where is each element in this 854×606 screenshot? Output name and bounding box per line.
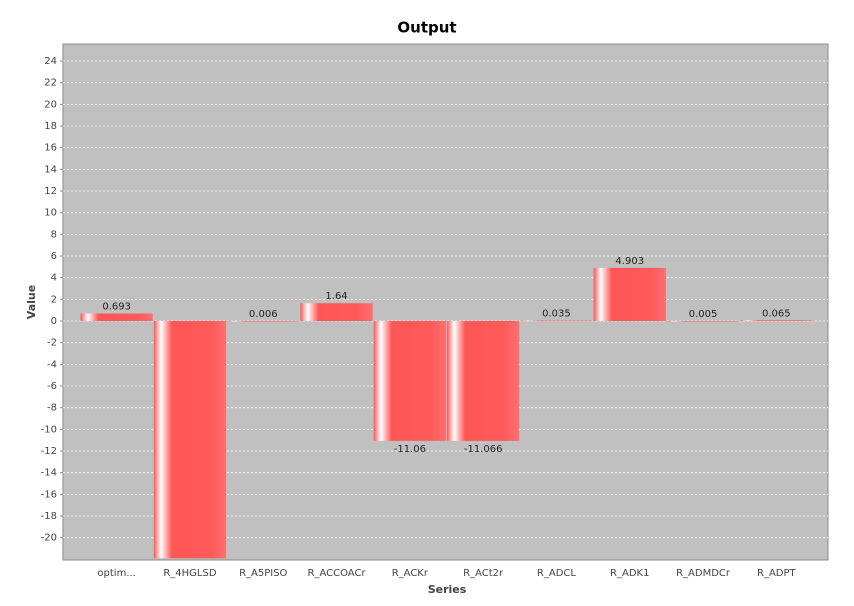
y-tick-label: 22 [44,78,57,89]
y-tick-label: -2 [47,338,57,349]
x-tick-label: R_ADPT [757,568,797,579]
x-tick-label: optim... [97,568,135,579]
bar [447,321,520,441]
value-label: -11.06 [394,444,426,455]
y-tick-label: 20 [44,99,57,110]
y-tick-label: 10 [44,208,57,219]
y-tick-label: 14 [44,164,57,175]
y-tick-label: 12 [44,186,57,197]
y-tick-label: 24 [44,56,57,67]
y-tick-label: 6 [51,251,57,262]
y-tick-label: 0 [51,316,57,327]
y-tick-label: -4 [47,359,57,370]
value-label: 0.065 [762,308,791,319]
x-tick-label: R_ADCL [537,568,576,579]
value-label: 1.64 [325,291,347,302]
value-label: 0.005 [689,309,718,320]
x-tick-label: R_ADK1 [610,568,649,579]
y-tick-label: -8 [47,403,57,414]
y-tick-label: -12 [41,446,57,457]
value-label: 0.693 [102,302,131,313]
y-tick-label: -18 [41,511,57,522]
y-tick-label: 16 [44,143,57,154]
y-tick-label: -14 [41,468,57,479]
x-tick-label: R_4HGLSD [163,568,216,579]
y-tick-label: -10 [41,424,57,435]
bar [300,303,373,322]
x-tick-label: R_A5PISO [239,568,287,579]
x-tick-label: R_ACKr [392,568,429,579]
value-label: 0.035 [542,309,571,320]
y-tick-label: 4 [51,273,57,284]
y-tick-label: -20 [41,533,57,544]
y-tick-label: 2 [51,294,57,305]
x-tick-label: R_ACt2r [463,568,504,579]
bar [520,320,593,322]
x-tick-label: R_ADMDCr [676,568,731,579]
value-label: 4.903 [615,256,644,267]
y-tick-label: 18 [44,121,57,132]
y-axis-label: Value [25,285,38,319]
chart-title: Output [397,19,456,37]
x-axis-label: Series [428,583,467,596]
y-tick-label: 8 [51,229,57,240]
x-tick-label: R_ACCOACr [308,568,367,579]
y-tick-label: -6 [47,381,57,392]
bar [80,313,153,322]
bar [227,320,300,322]
bar [666,320,740,322]
value-label: -11.066 [464,444,503,455]
bar [153,321,227,559]
bar [740,320,813,322]
value-label: 0.006 [249,309,278,320]
bar [373,321,446,441]
y-tick-label: -16 [41,489,57,500]
bar [593,267,666,322]
